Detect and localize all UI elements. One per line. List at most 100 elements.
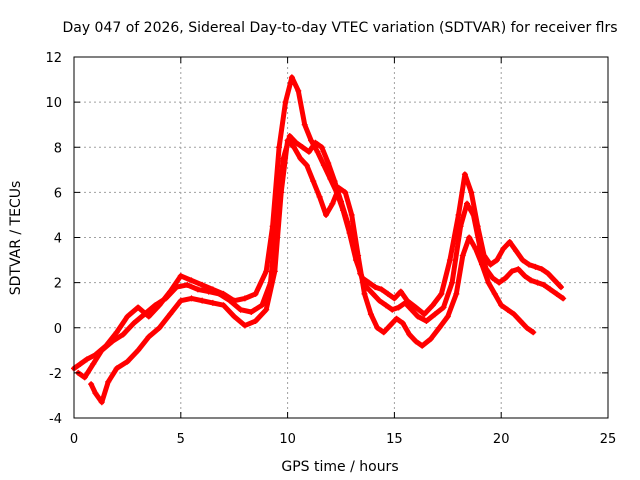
x-tick-label: 15 (386, 432, 403, 447)
series-upper-trace (71, 74, 565, 372)
y-tick-label: -2 (49, 367, 62, 382)
data-point (305, 148, 312, 155)
data-point (335, 184, 342, 191)
data-point (502, 275, 509, 282)
data-point (205, 288, 212, 295)
data-point (525, 261, 532, 268)
y-tick-label: 6 (54, 186, 62, 201)
data-point (414, 313, 421, 320)
data-point (295, 87, 302, 94)
data-point (508, 268, 515, 275)
data-point (331, 178, 338, 185)
grid-lines (74, 57, 608, 418)
data-point (553, 290, 560, 297)
data-point (367, 311, 374, 318)
series-line (75, 133, 566, 380)
data-point (498, 302, 505, 309)
data-point (90, 360, 97, 367)
data-point (408, 306, 415, 313)
data-point (402, 299, 409, 306)
data-point (453, 290, 460, 297)
data-point (288, 74, 295, 81)
data-point (308, 137, 315, 144)
data-point (523, 324, 530, 331)
data-point (276, 144, 283, 151)
data-point (162, 295, 169, 302)
data-point (513, 248, 520, 255)
data-point (194, 286, 201, 293)
data-point (399, 320, 406, 327)
data-point (141, 311, 148, 318)
data-point (530, 329, 537, 336)
data-point (500, 245, 507, 252)
data-point (476, 243, 483, 250)
data-point (344, 218, 351, 225)
data-point (406, 331, 413, 338)
data-point (177, 272, 184, 279)
y-tick-label: 2 (54, 277, 62, 292)
data-point (325, 160, 332, 167)
data-point (455, 211, 462, 218)
data-point (464, 200, 471, 207)
data-point (397, 288, 404, 295)
data-point (468, 189, 475, 196)
data-point (446, 257, 453, 264)
data-point (521, 272, 528, 279)
data-point (188, 295, 195, 302)
data-point (423, 317, 430, 324)
x-tick-label: 0 (70, 432, 78, 447)
data-point (156, 324, 163, 331)
data-point (355, 252, 362, 259)
data-point (124, 313, 131, 320)
data-point (284, 137, 291, 144)
y-tick-label: 12 (45, 51, 62, 66)
data-point (440, 304, 447, 311)
data-point (459, 252, 466, 259)
data-point (378, 286, 385, 293)
data-point (320, 162, 327, 169)
data-point (558, 284, 565, 291)
data-point (145, 333, 152, 340)
data-point (135, 304, 142, 311)
data-point (323, 211, 330, 218)
data-point (370, 290, 377, 297)
data-point (120, 331, 127, 338)
data-point (421, 311, 428, 318)
data-point (209, 299, 216, 306)
data-point (395, 304, 402, 311)
data-point (318, 144, 325, 151)
y-tick-label: 0 (54, 322, 62, 337)
data-point (316, 193, 323, 200)
data-point (532, 263, 539, 270)
data-point (545, 270, 552, 277)
data-point (419, 342, 426, 349)
data-point (199, 297, 206, 304)
chart-title: Day 047 of 2026, Sidereal Day-to-day VTE… (62, 20, 617, 36)
data-point (291, 144, 298, 151)
x-axis-label: GPS time / hours (281, 459, 398, 475)
data-point (436, 324, 443, 331)
data-point (538, 266, 545, 273)
data-point (412, 338, 419, 345)
data-point (517, 317, 524, 324)
data-point (258, 302, 265, 309)
data-point (135, 347, 142, 354)
data-point (478, 261, 485, 268)
data-point (374, 324, 381, 331)
x-tick-label: 20 (493, 432, 510, 447)
series-middle-trace (75, 132, 567, 381)
data-point (540, 281, 547, 288)
data-point (241, 322, 248, 329)
data-point (105, 378, 112, 385)
data-point (444, 313, 451, 320)
data-point (216, 290, 223, 297)
data-point (248, 308, 255, 315)
data-point (493, 257, 500, 264)
data-point (487, 261, 494, 268)
tick-labels: 0 5 10 15 20 25 -4 -2 0 2 4 6 8 10 12 (45, 51, 616, 447)
axis-ticks (73, 56, 609, 419)
series-lower-trace (88, 137, 537, 406)
data-point (231, 313, 238, 320)
data-point (241, 295, 248, 302)
x-tick-label: 25 (600, 432, 617, 447)
